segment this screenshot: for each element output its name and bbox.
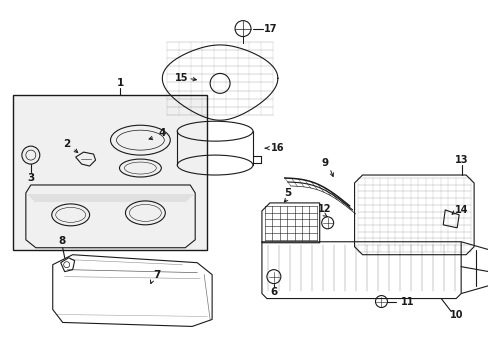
Text: 5: 5 — [284, 188, 291, 198]
Text: 15: 15 — [174, 73, 187, 84]
Text: 8: 8 — [58, 236, 65, 246]
Text: 10: 10 — [449, 310, 463, 320]
Text: 11: 11 — [400, 297, 413, 306]
Text: 9: 9 — [321, 158, 327, 168]
Text: 13: 13 — [454, 155, 468, 165]
Text: 17: 17 — [264, 24, 277, 33]
Text: 1: 1 — [117, 78, 124, 88]
Text: 3: 3 — [27, 173, 34, 183]
Text: 4: 4 — [158, 128, 165, 138]
Text: 16: 16 — [270, 143, 284, 153]
Text: 7: 7 — [153, 270, 161, 280]
Text: 6: 6 — [270, 287, 277, 297]
Bar — [13, 95, 207, 250]
Text: 12: 12 — [317, 204, 331, 214]
Text: 2: 2 — [63, 139, 70, 149]
Text: 14: 14 — [454, 205, 468, 215]
